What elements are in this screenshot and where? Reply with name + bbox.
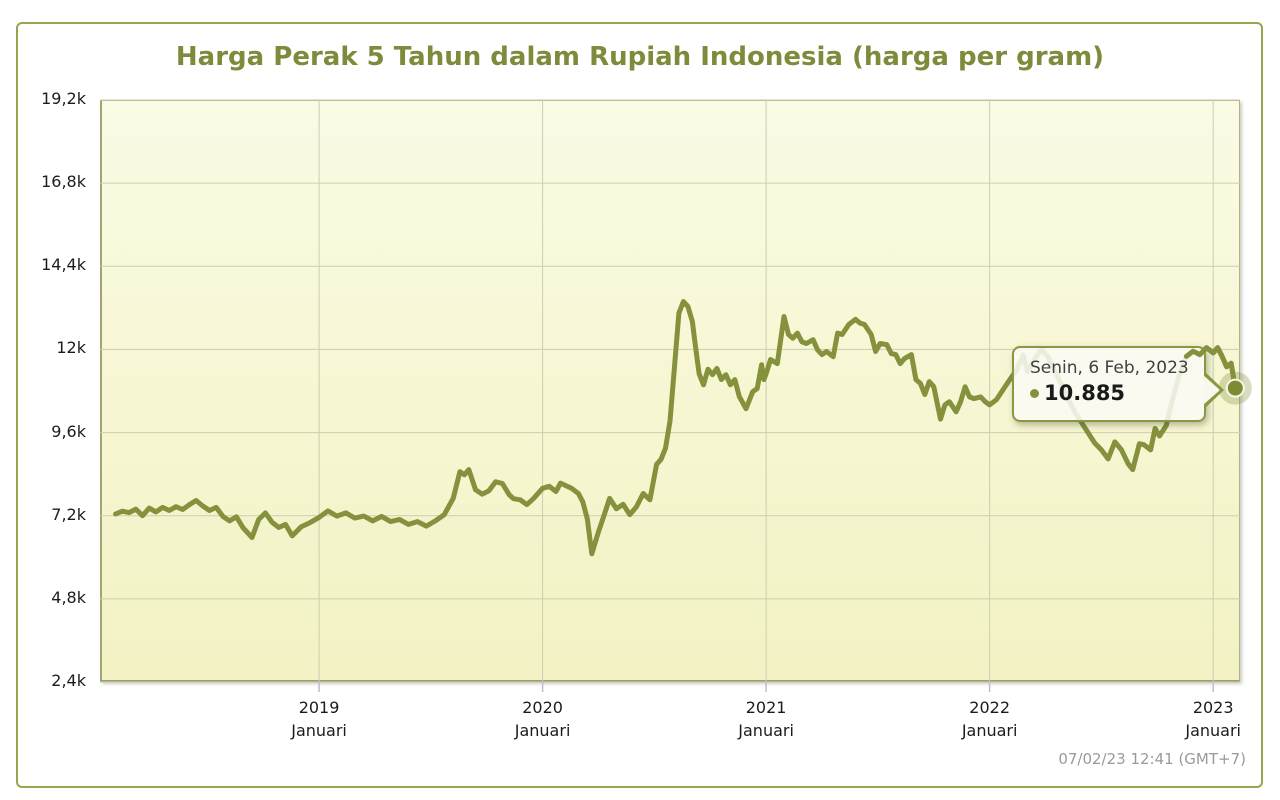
y-tick-label: 2,4k	[51, 671, 86, 690]
y-tick-label: 16,8k	[41, 172, 86, 192]
y-tick-label: 7,2k	[51, 504, 86, 524]
tooltip-value: 10.885	[1044, 381, 1126, 405]
series-bullet-icon	[1030, 388, 1039, 398]
y-tick-label: 12k	[56, 338, 86, 358]
tooltip-value-row: 10.885	[1030, 381, 1194, 405]
y-axis-labels: 19,2k 16,8k 14,4k 12k 9,6k 7,2k 4,8k 2,4k	[0, 0, 90, 800]
y-tick-label: 14,4k	[41, 255, 86, 275]
x-tick-label: 2021 Januari	[738, 698, 794, 740]
tooltip-date: Senin, 6 Feb, 2023	[1030, 358, 1189, 378]
y-tick-label: 4,8k	[51, 587, 86, 607]
x-tick-label: 2023 Januari	[1185, 698, 1241, 740]
tooltip: Senin, 6 Feb, 2023 10.885	[1012, 346, 1224, 422]
x-tick-label: 2022 Januari	[961, 698, 1018, 740]
x-tick-label: 2019 Januari	[291, 698, 347, 740]
x-axis-labels: 2019 Januari 2020 Januari 2021 Januari 2022 Jan…	[100, 692, 1241, 752]
y-tick-label: 9,6k	[51, 421, 86, 441]
y-tick-label: 19,2k	[41, 89, 86, 108]
x-tick-label: 2020 Januari	[514, 698, 571, 740]
chart-title: Harga Perak 5 Tahun dalam Rupiah Indones…	[175, 42, 1105, 72]
timestamp: 07/02/23 12:41 (GMT+7)	[1058, 750, 1246, 768]
